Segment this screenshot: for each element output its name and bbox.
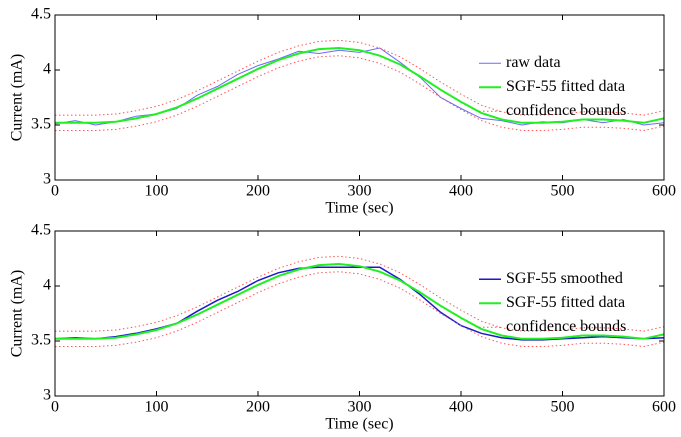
y-axis-label: Current (mA) xyxy=(9,270,26,358)
x-tick-label: 300 xyxy=(348,399,372,416)
x-tick-label: 0 xyxy=(51,183,59,200)
legend-label: SGF-55 fitted data xyxy=(506,78,625,95)
x-axis-label: Time (sec) xyxy=(325,200,393,217)
x-tick-label: 500 xyxy=(551,399,575,416)
series-line xyxy=(55,262,664,340)
x-tick-label: 0 xyxy=(51,399,59,416)
x-tick-label: 600 xyxy=(652,183,676,200)
y-tick-label: 3.5 xyxy=(31,116,51,133)
axes-frame xyxy=(54,230,665,397)
x-tick-label: 400 xyxy=(449,399,473,416)
y-tick-label: 4 xyxy=(43,277,51,294)
y-tick-label: 4 xyxy=(43,61,51,78)
y-tick-label: 4.5 xyxy=(31,6,51,23)
legend-label: confidence bounds xyxy=(506,318,626,335)
y-tick-label: 3.5 xyxy=(31,332,51,349)
legend-label: SGF-55 smoothed xyxy=(506,270,623,287)
legend-label: raw data xyxy=(506,54,561,71)
y-tick-label: 3 xyxy=(43,387,51,404)
plot-area xyxy=(55,231,664,396)
x-tick-label: 500 xyxy=(551,183,575,200)
x-tick-label: 400 xyxy=(449,183,473,200)
plot-area xyxy=(55,15,664,180)
x-tick-label: 600 xyxy=(652,399,676,416)
y-axis-label: Current (mA) xyxy=(9,54,26,142)
x-tick-label: 300 xyxy=(348,183,372,200)
y-tick-label: 4.5 xyxy=(31,222,51,239)
x-axis-label: Time (sec) xyxy=(325,416,393,433)
x-tick-label: 200 xyxy=(246,183,270,200)
subplot: 0 100 200 300 400 500 600 3 3.5 4 4.5 Time (sec) Cur… xyxy=(9,222,676,433)
subplot: 0 100 200 300 400 500 600 3 3.5 4 4.5 Time (sec) Cur… xyxy=(9,6,676,217)
y-tick-label: 3 xyxy=(43,171,51,188)
x-tick-label: 100 xyxy=(145,183,169,200)
series-line xyxy=(55,266,664,341)
x-tick-label: 100 xyxy=(145,399,169,416)
legend-label: SGF-55 fitted data xyxy=(506,294,625,311)
legend-label: confidence bounds xyxy=(506,102,626,119)
x-tick-label: 200 xyxy=(246,399,270,416)
axes-frame xyxy=(54,14,665,181)
series-line xyxy=(55,46,664,124)
